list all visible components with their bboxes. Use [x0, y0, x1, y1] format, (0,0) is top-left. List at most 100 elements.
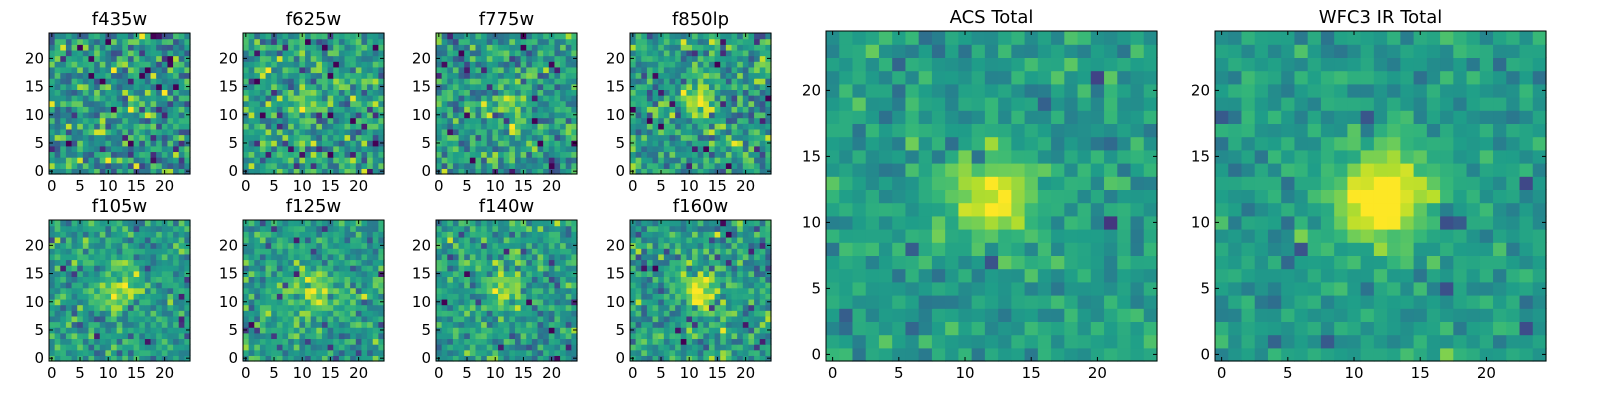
heatmap-cell [276, 344, 284, 351]
heatmap-cell [641, 270, 648, 277]
heatmap-cell [316, 304, 323, 311]
heatmap-cell [293, 253, 300, 261]
heatmap-cell [686, 298, 693, 306]
heatmap-cell [635, 355, 642, 362]
heatmap-cell [54, 134, 61, 141]
heatmap-cell [265, 349, 272, 356]
heatmap-cell [675, 72, 682, 79]
heatmap-cell [548, 248, 556, 255]
heatmap-cell [139, 38, 146, 45]
heatmap-cell [537, 72, 544, 79]
heatmap-cell [526, 151, 533, 158]
heatmap-cell [646, 321, 654, 328]
heatmap-cell [127, 338, 135, 345]
heatmap-cell [54, 38, 61, 45]
heatmap-cell [310, 293, 317, 300]
heatmap-cell [703, 145, 710, 153]
heatmap-cell [697, 117, 704, 124]
heatmap-cell [276, 66, 284, 74]
heatmap-cell [737, 66, 744, 74]
heatmap-cell [173, 140, 180, 147]
heatmap-cell [293, 349, 300, 356]
heatmap-cell [60, 315, 67, 323]
heatmap-cell [372, 304, 379, 311]
heatmap-cell [122, 162, 129, 169]
heatmap-cell [509, 78, 516, 85]
heatmap-cell [49, 49, 56, 57]
heatmap-cell [531, 327, 539, 334]
heatmap-cell [288, 293, 295, 300]
heatmap-cell [669, 321, 676, 328]
heatmap-cell [310, 145, 317, 153]
heatmap-cell [663, 298, 671, 306]
heatmap-cell [338, 259, 346, 266]
heatmap-cell [88, 315, 95, 323]
heatmap-cell [372, 106, 379, 113]
heatmap-cell [150, 140, 157, 147]
heatmap-cell [350, 349, 357, 356]
heatmap-cell [144, 61, 152, 68]
heatmap-cell [548, 106, 556, 113]
heatmap-cell [127, 123, 135, 130]
heatmap-cell [178, 293, 185, 300]
heatmap-cell [71, 349, 78, 356]
heatmap-cell [333, 44, 340, 51]
heatmap-cell [82, 338, 90, 345]
heatmap-cell [299, 344, 306, 351]
heatmap-cell [65, 140, 73, 147]
heatmap-cell [111, 38, 118, 45]
heatmap-cell [299, 327, 306, 334]
heatmap-cell [144, 89, 152, 96]
heatmap-cell [293, 344, 300, 351]
heatmap-cell [748, 140, 755, 147]
heatmap-cell [441, 145, 448, 153]
heatmap-cell [464, 298, 471, 306]
heatmap-cell [742, 344, 750, 351]
heatmap-cell [765, 72, 772, 79]
heatmap-cell [54, 61, 61, 68]
heatmap-cell [265, 304, 272, 311]
heatmap-cell [271, 310, 278, 317]
heatmap-cell [481, 220, 488, 227]
heatmap-cell [150, 304, 157, 311]
heatmap-cell [248, 259, 255, 266]
heatmap-cell [565, 78, 572, 85]
heatmap-cell [321, 231, 329, 238]
heatmap-cell [344, 242, 351, 249]
heatmap-cell [514, 321, 522, 328]
heatmap-cell [725, 38, 733, 45]
heatmap-cell [150, 66, 157, 74]
heatmap-cell [554, 55, 561, 62]
heatmap-cell [288, 310, 295, 317]
heatmap-cell [271, 242, 278, 249]
heatmap-cell [367, 145, 374, 153]
heatmap-cell [333, 338, 340, 345]
heatmap-cell [565, 287, 572, 294]
heatmap-cell [122, 270, 129, 277]
heatmap-cell [367, 140, 374, 147]
heatmap-cell [372, 78, 379, 85]
heatmap-cell [458, 327, 465, 334]
heatmap-cell [742, 293, 750, 300]
heatmap-cell [526, 344, 533, 351]
heatmap-cell [646, 315, 654, 323]
heatmap-cell [759, 111, 766, 119]
heatmap-cell [680, 117, 687, 124]
heatmap-cell [184, 344, 191, 351]
heatmap-cell [116, 293, 123, 300]
heatmap-cell [288, 242, 295, 249]
x-tick-label: 5 [462, 177, 472, 195]
heatmap-cell [646, 117, 654, 124]
heatmap-cell [60, 220, 67, 227]
heatmap-cell [305, 220, 312, 227]
heatmap-cell [94, 338, 101, 345]
heatmap-cell [447, 44, 454, 51]
heatmap-cell [537, 242, 544, 249]
heatmap-cell [748, 78, 755, 85]
heatmap-cell [333, 33, 340, 40]
heatmap-cell [54, 95, 61, 102]
heatmap-cell [452, 111, 460, 119]
heatmap-cell [116, 355, 123, 362]
heatmap-cell [305, 38, 312, 45]
heatmap-cell [731, 100, 738, 107]
